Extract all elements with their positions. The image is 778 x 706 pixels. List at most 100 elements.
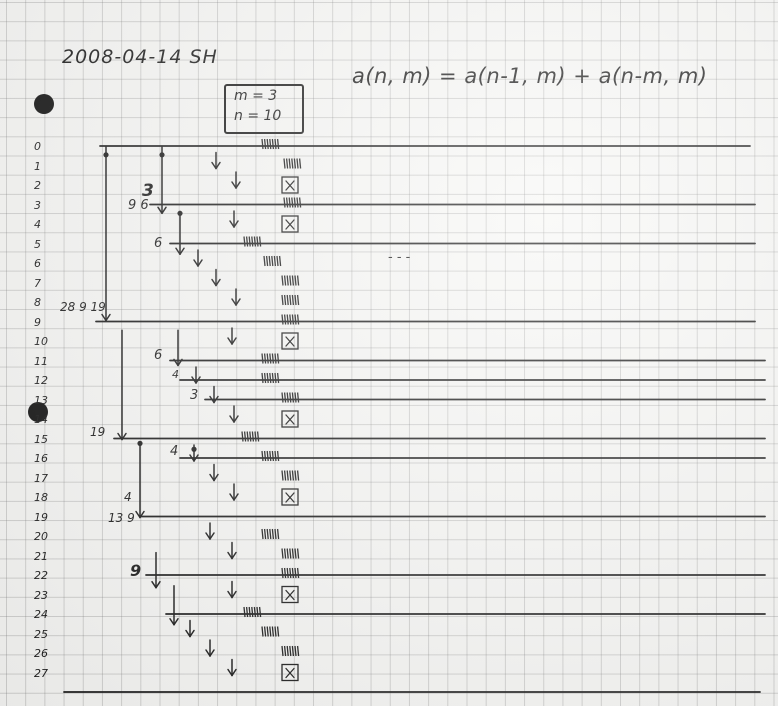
hatched-cell [243, 236, 262, 247]
annotation-4-second: 4 [170, 444, 179, 459]
arrow-head [235, 181, 241, 189]
hatched-cell [261, 450, 280, 462]
arrow-head [231, 551, 237, 560]
punch-hole-top [34, 94, 54, 114]
arrow-head [227, 551, 233, 560]
row-number: 10 [34, 335, 48, 348]
arrow-head [227, 590, 233, 599]
row-number: 8 [34, 296, 41, 309]
row-number: 4 [34, 218, 41, 231]
arrow-head [175, 247, 181, 255]
node-dot [103, 152, 109, 158]
arrow-head [233, 415, 239, 423]
hatched-cell [261, 353, 280, 364]
row-number: 27 [34, 666, 48, 680]
row-number: 9 [34, 315, 41, 329]
node-dot [159, 152, 165, 158]
hatched-cell [283, 158, 302, 169]
arrow-head [211, 278, 217, 287]
hatched-cell [261, 138, 280, 150]
row-number: 5 [34, 237, 41, 251]
row-number: 26 [34, 647, 48, 660]
dash-mark: - - - [388, 250, 411, 265]
row-number: 0 [34, 140, 41, 153]
arrow-head [231, 668, 237, 677]
arrow-head [231, 590, 237, 599]
arrow-head [227, 337, 233, 345]
arrow-head [215, 161, 221, 170]
x-mark [285, 336, 295, 347]
arrow-head [233, 220, 239, 228]
hatched-cell [281, 548, 300, 559]
crossed-cell [281, 585, 299, 604]
arrow-head [193, 454, 199, 462]
arrow-head [177, 358, 183, 367]
crossed-cell [281, 663, 299, 682]
hatched-cell [241, 431, 260, 442]
hatched-cell [261, 372, 280, 384]
x-mark [285, 414, 295, 425]
annotation-3-second: 3 [190, 388, 199, 403]
arrow-head [231, 337, 237, 345]
annotation-9-6: 9 6 [128, 198, 149, 213]
x-mark [285, 492, 295, 503]
param-n: n = 10 [234, 108, 282, 124]
annotation-9: 9 [130, 561, 142, 580]
arrow-head [135, 510, 141, 519]
node-dot [177, 210, 183, 216]
annotation-28-9-19: 28 9 19 [60, 300, 106, 314]
annotation-6-second: 6 [154, 348, 163, 363]
row-number: 24 [34, 608, 48, 621]
crossed-cell [281, 332, 299, 350]
parameter-box: m = 3 n = 10 [224, 84, 304, 134]
annotation-19: 19 [90, 425, 106, 439]
row-number: 15 [34, 432, 48, 446]
arrow-head [117, 432, 123, 441]
annotation-13-9: 13 9 [108, 511, 135, 525]
row-number: 19 [34, 510, 48, 524]
arrow-head [139, 510, 145, 519]
arrow-head [105, 313, 111, 322]
arrow-head [195, 376, 201, 384]
arrow-head [229, 493, 235, 501]
param-m: m = 3 [234, 88, 278, 104]
row-number: 7 [34, 276, 41, 290]
row-number: 11 [34, 354, 48, 368]
arrow-head [193, 259, 199, 267]
arrow-head [213, 395, 219, 404]
x-mark [285, 667, 295, 679]
handwritten-date: 2008-04-14 SH [62, 46, 218, 68]
hatched-cell [281, 294, 300, 306]
arrow-head [231, 181, 237, 189]
arrow-head [191, 376, 197, 384]
arrow-head [161, 206, 167, 215]
arrow-head [179, 247, 185, 255]
arrow-head [205, 532, 211, 540]
arrow-head [121, 432, 127, 441]
arrow-head [211, 161, 217, 170]
row-number: 25 [34, 627, 48, 641]
arrow-head [231, 298, 237, 306]
arrow-head [209, 395, 215, 404]
arrow-head [229, 220, 235, 228]
node-dot [137, 440, 143, 446]
hatched-cell [261, 626, 280, 637]
annotation-6: 6 [154, 236, 163, 251]
crossed-cell [281, 176, 299, 194]
arrow-head [189, 454, 195, 462]
hatched-cell [281, 645, 300, 657]
row-number: 14 [34, 413, 48, 426]
row-number: 18 [34, 491, 48, 504]
arrow-head [173, 618, 179, 626]
row-number: 17 [34, 471, 48, 485]
annotation-3: 3 [142, 181, 154, 201]
row-number: 21 [34, 549, 48, 563]
hatched-cell [243, 606, 262, 618]
arrow-head [157, 206, 163, 215]
punch-hole-middle [28, 402, 48, 422]
arrow-head [169, 618, 175, 626]
x-mark [285, 219, 295, 230]
hatched-cell [281, 275, 300, 286]
arrow-head [197, 259, 203, 267]
arrow-head [215, 278, 221, 287]
